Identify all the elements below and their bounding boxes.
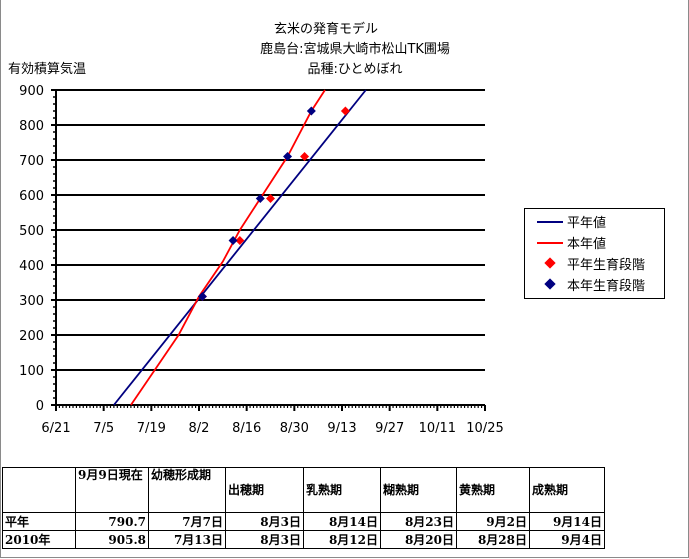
table-header-cell: 成熟期 xyxy=(529,467,605,513)
y-tick-label: 0 xyxy=(36,399,44,414)
growth-stage-table: 9月9日現在 幼穂形成期 出穂期 乳熟期 糊熟期 黄熟期 成熟期 平年 790.… xyxy=(2,467,605,549)
y-tick-label: 700 xyxy=(19,154,44,169)
y-axis-label: 有効積算気温 xyxy=(8,61,86,77)
x-tick-label: 7/5 xyxy=(93,421,114,436)
y-tick-label: 100 xyxy=(19,364,44,379)
row-label: 2010年 xyxy=(2,530,76,549)
stage-marker xyxy=(283,152,293,161)
table-header-cell xyxy=(2,467,76,513)
legend-item-this-year-stage: 本年生育段階 xyxy=(533,274,645,294)
stage-marker xyxy=(228,236,238,245)
stage-marker xyxy=(340,106,350,116)
table-cell: 9月2日 xyxy=(456,512,530,531)
series-line xyxy=(130,89,326,406)
x-tick-label: 7/19 xyxy=(137,421,166,436)
table-cell: 905.8 xyxy=(75,530,149,549)
table-row: 平年 790.7 7月7日 8月3日 8月14日 8月23日 9月2日 9月14… xyxy=(2,512,605,531)
x-tick-label: 8/2 xyxy=(189,421,210,436)
x-tick-label: 9/27 xyxy=(375,421,404,436)
x-tick-label: 10/11 xyxy=(419,421,456,436)
legend: 平年値 本年値 平年生育段階 本年生育段階 xyxy=(524,208,665,299)
table-cell: 7月13日 xyxy=(148,530,226,549)
stage-marker xyxy=(266,194,275,203)
stage-marker xyxy=(306,106,316,116)
table-header-row: 9月9日現在 幼穂形成期 出穂期 乳熟期 糊熟期 黄熟期 成熟期 xyxy=(2,467,605,513)
stage-marker xyxy=(197,292,207,301)
legend-red-diamond-icon xyxy=(544,257,556,269)
growth-model-chart: 玄米の発育モデル 鹿島台:宮城県大崎市松山TK圃場 品種:ひとめぼれ 有効積算気… xyxy=(8,21,504,436)
x-tick-label: 9/13 xyxy=(327,421,356,436)
table-header-cell: 黄熟期 xyxy=(456,467,530,513)
table-cell: 8月23日 xyxy=(380,512,457,531)
table-cell: 790.7 xyxy=(75,512,149,531)
stage-marker xyxy=(300,152,310,161)
x-tick-label: 8/16 xyxy=(232,421,261,436)
legend-item-normal-stage: 平年生育段階 xyxy=(533,253,645,273)
table-cell: 8月12日 xyxy=(303,530,381,549)
chart-title-line-1: 玄米の発育モデル xyxy=(274,21,378,37)
legend-item-this-year-line: 本年値 xyxy=(533,232,606,252)
chart-title-line-3: 品種:ひとめぼれ xyxy=(308,61,403,77)
chart-title-line-2: 鹿島台:宮城県大崎市松山TK圃場 xyxy=(260,41,450,57)
legend-label: 平年生育段階 xyxy=(567,257,646,273)
y-tick-label: 800 xyxy=(19,119,44,134)
table-cell: 7月7日 xyxy=(148,512,226,531)
legend-red-line-icon xyxy=(537,242,563,244)
table-header-cell: 9月9日現在 xyxy=(75,467,149,513)
legend-blue-line-icon xyxy=(537,221,563,223)
table-row: 2010年 905.8 7月13日 8月3日 8月12日 8月20日 8月28日… xyxy=(2,530,605,549)
y-tick-label: 200 xyxy=(19,329,44,344)
table-cell: 8月3日 xyxy=(225,512,304,531)
table-cell: 8月20日 xyxy=(380,530,457,549)
legend-label: 本年生育段階 xyxy=(567,278,646,294)
table-cell: 8月14日 xyxy=(303,512,381,531)
legend-blue-diamond-icon xyxy=(544,278,556,290)
stage-marker xyxy=(255,194,265,203)
legend-label: 平年値 xyxy=(567,215,607,231)
table-cell: 9月14日 xyxy=(529,512,605,531)
legend-item-normal-line: 平年値 xyxy=(533,211,606,231)
y-tick-label: 900 xyxy=(19,84,44,99)
x-tick-label: 8/30 xyxy=(280,421,309,436)
table-cell: 8月28日 xyxy=(456,530,530,549)
y-tick-label: 500 xyxy=(19,224,44,239)
row-label: 平年 xyxy=(2,512,76,531)
table-header-cell: 乳熟期 xyxy=(303,467,381,513)
table-cell: 9月4日 xyxy=(529,530,605,549)
y-tick-label: 300 xyxy=(19,294,44,309)
stage-marker xyxy=(235,236,245,245)
table-header-cell: 糊熟期 xyxy=(380,467,457,513)
y-tick-label: 600 xyxy=(19,189,44,204)
legend-label: 本年値 xyxy=(567,236,607,252)
x-tick-label: 10/25 xyxy=(466,421,503,436)
table-cell: 8月3日 xyxy=(225,530,304,549)
table-header-cell: 出穂期 xyxy=(225,467,304,513)
y-tick-label: 400 xyxy=(19,259,44,274)
table-header-cell: 幼穂形成期 xyxy=(148,467,226,513)
x-tick-label: 6/21 xyxy=(41,421,70,436)
series-line xyxy=(113,89,367,406)
